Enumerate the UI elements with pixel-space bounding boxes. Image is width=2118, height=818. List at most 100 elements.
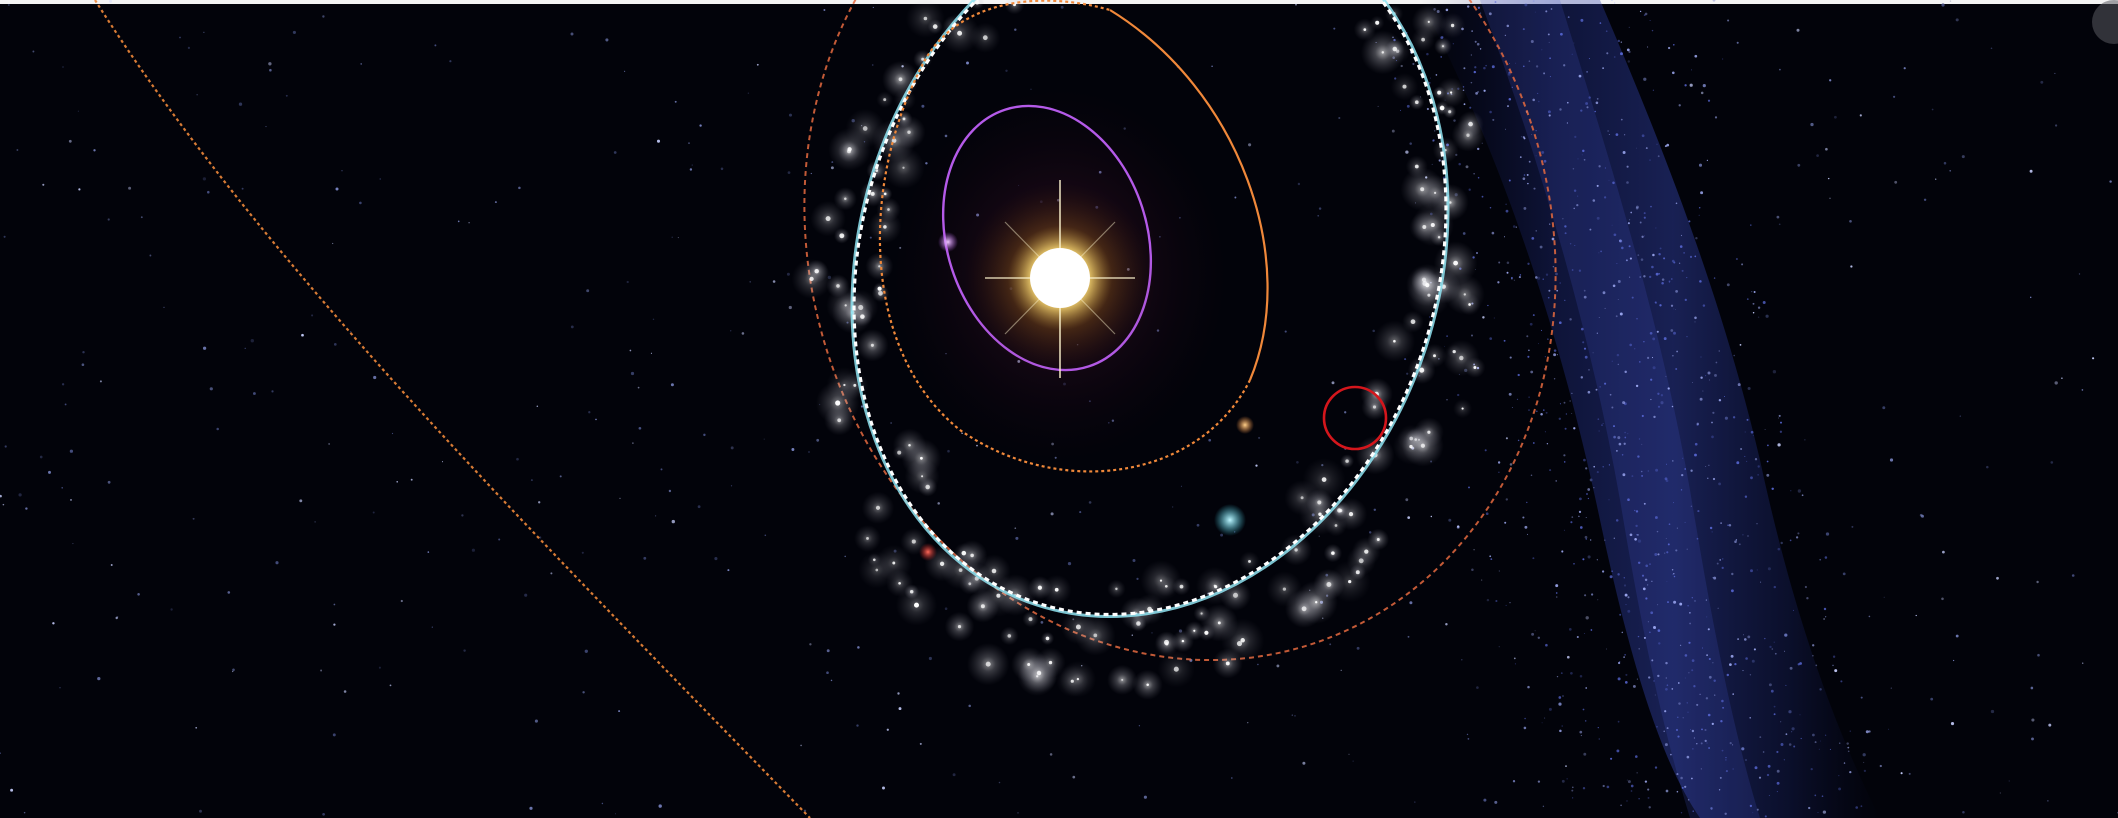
milky-way-star: [1793, 745, 1796, 748]
star: [677, 237, 679, 239]
star: [674, 100, 677, 103]
star: [1565, 765, 1567, 767]
milky-way-star: [1698, 214, 1700, 217]
star: [689, 168, 693, 171]
milky-way-star: [1720, 720, 1723, 723]
milky-way-star: [1700, 191, 1704, 195]
milky-way-star: [1814, 741, 1817, 744]
star: [1862, 753, 1866, 757]
milky-way-star: [1749, 717, 1751, 719]
milky-way-star: [1596, 98, 1599, 100]
milky-way-star: [1648, 676, 1651, 679]
star: [1015, 536, 1019, 540]
star: [1040, 621, 1044, 624]
milky-way-star: [1627, 609, 1631, 613]
milky-way-star: [1606, 785, 1610, 789]
sun-icon[interactable]: [965, 180, 1155, 378]
star: [826, 649, 830, 653]
milky-way-star: [1544, 431, 1546, 433]
mercury-planet-icon[interactable]: [938, 232, 958, 252]
milky-way-star: [1665, 687, 1668, 691]
milky-way-star: [1581, 154, 1583, 156]
milky-way-star: [1541, 722, 1543, 724]
star: [1294, 715, 1296, 717]
milky-way-star: [1688, 641, 1691, 644]
milky-way-star: [1569, 400, 1571, 402]
milky-way-star: [1707, 99, 1711, 102]
milky-way-star: [1654, 553, 1658, 556]
milky-way-star: [1621, 454, 1624, 456]
milky-way-star: [1535, 230, 1537, 232]
asteroid-core: [1248, 559, 1251, 563]
milky-way-star: [1630, 784, 1634, 788]
asteroid-core: [1450, 23, 1455, 28]
star: [265, 126, 267, 128]
milky-way-star: [1855, 806, 1859, 809]
milky-way-star: [1601, 570, 1605, 573]
milky-way-star: [1400, 109, 1401, 111]
milky-way-star: [1498, 471, 1500, 474]
milky-way-star: [1686, 755, 1690, 759]
milky-way-star: [1753, 291, 1756, 293]
milky-way-star: [1531, 237, 1535, 240]
mars-planet-icon[interactable]: [919, 543, 937, 561]
asteroid-core: [835, 400, 841, 406]
milky-way-star: [1655, 627, 1656, 629]
star: [241, 187, 244, 190]
milky-way-star: [1523, 174, 1526, 176]
asteroid-core: [1115, 587, 1118, 591]
star: [1930, 697, 1934, 701]
asteroid-core: [875, 169, 879, 172]
milky-way-star: [1503, 236, 1506, 238]
star: [209, 387, 213, 391]
asteroid-core: [1200, 612, 1203, 615]
milky-way-star: [1700, 376, 1703, 379]
star: [637, 386, 640, 389]
star: [919, 742, 922, 745]
target-circle-icon[interactable]: [1322, 385, 1388, 451]
asteroid-core: [870, 343, 874, 347]
star: [471, 548, 475, 552]
star: [202, 346, 207, 350]
asteroid-core: [898, 77, 903, 82]
milky-way-star: [1558, 321, 1562, 325]
milky-way-star: [1474, 66, 1477, 69]
milky-way-star: [1643, 502, 1646, 505]
milky-way-star: [1587, 488, 1591, 491]
star: [1409, 601, 1413, 605]
earth-planet-icon[interactable]: [1214, 504, 1246, 536]
venus-planet-icon[interactable]: [1236, 416, 1254, 434]
milky-way-star: [1648, 806, 1651, 809]
milky-way-star: [1487, 304, 1489, 307]
milky-way-star: [1752, 812, 1754, 814]
milky-way-star: [1511, 86, 1513, 88]
milky-way-star: [1517, 373, 1520, 377]
milky-way-star: [1602, 466, 1604, 468]
milky-way-star: [1838, 787, 1842, 791]
star: [61, 487, 63, 489]
milky-way-star: [1652, 337, 1656, 341]
star: [1962, 810, 1965, 814]
star: [809, 643, 812, 646]
asteroid-core: [877, 286, 882, 291]
asteroid-core: [1345, 459, 1349, 463]
asteroid-core: [957, 30, 963, 36]
star: [1949, 169, 1952, 172]
milky-way-star: [1443, 345, 1445, 347]
milky-way-star: [1746, 460, 1748, 462]
milky-way-star: [1630, 211, 1633, 214]
milky-way-star: [1598, 317, 1600, 318]
milky-way-star: [1566, 778, 1568, 780]
milky-way-star: [1657, 674, 1660, 678]
milky-way-star: [1532, 98, 1535, 102]
milky-way-star: [1637, 635, 1640, 638]
milky-way-star: [1671, 569, 1674, 571]
milky-way-star: [1783, 759, 1785, 761]
milky-way-star: [1797, 532, 1800, 535]
star: [749, 281, 751, 283]
milky-way-star: [1629, 257, 1632, 260]
asteroid-core: [1433, 354, 1436, 358]
milky-way-star: [1675, 549, 1678, 552]
